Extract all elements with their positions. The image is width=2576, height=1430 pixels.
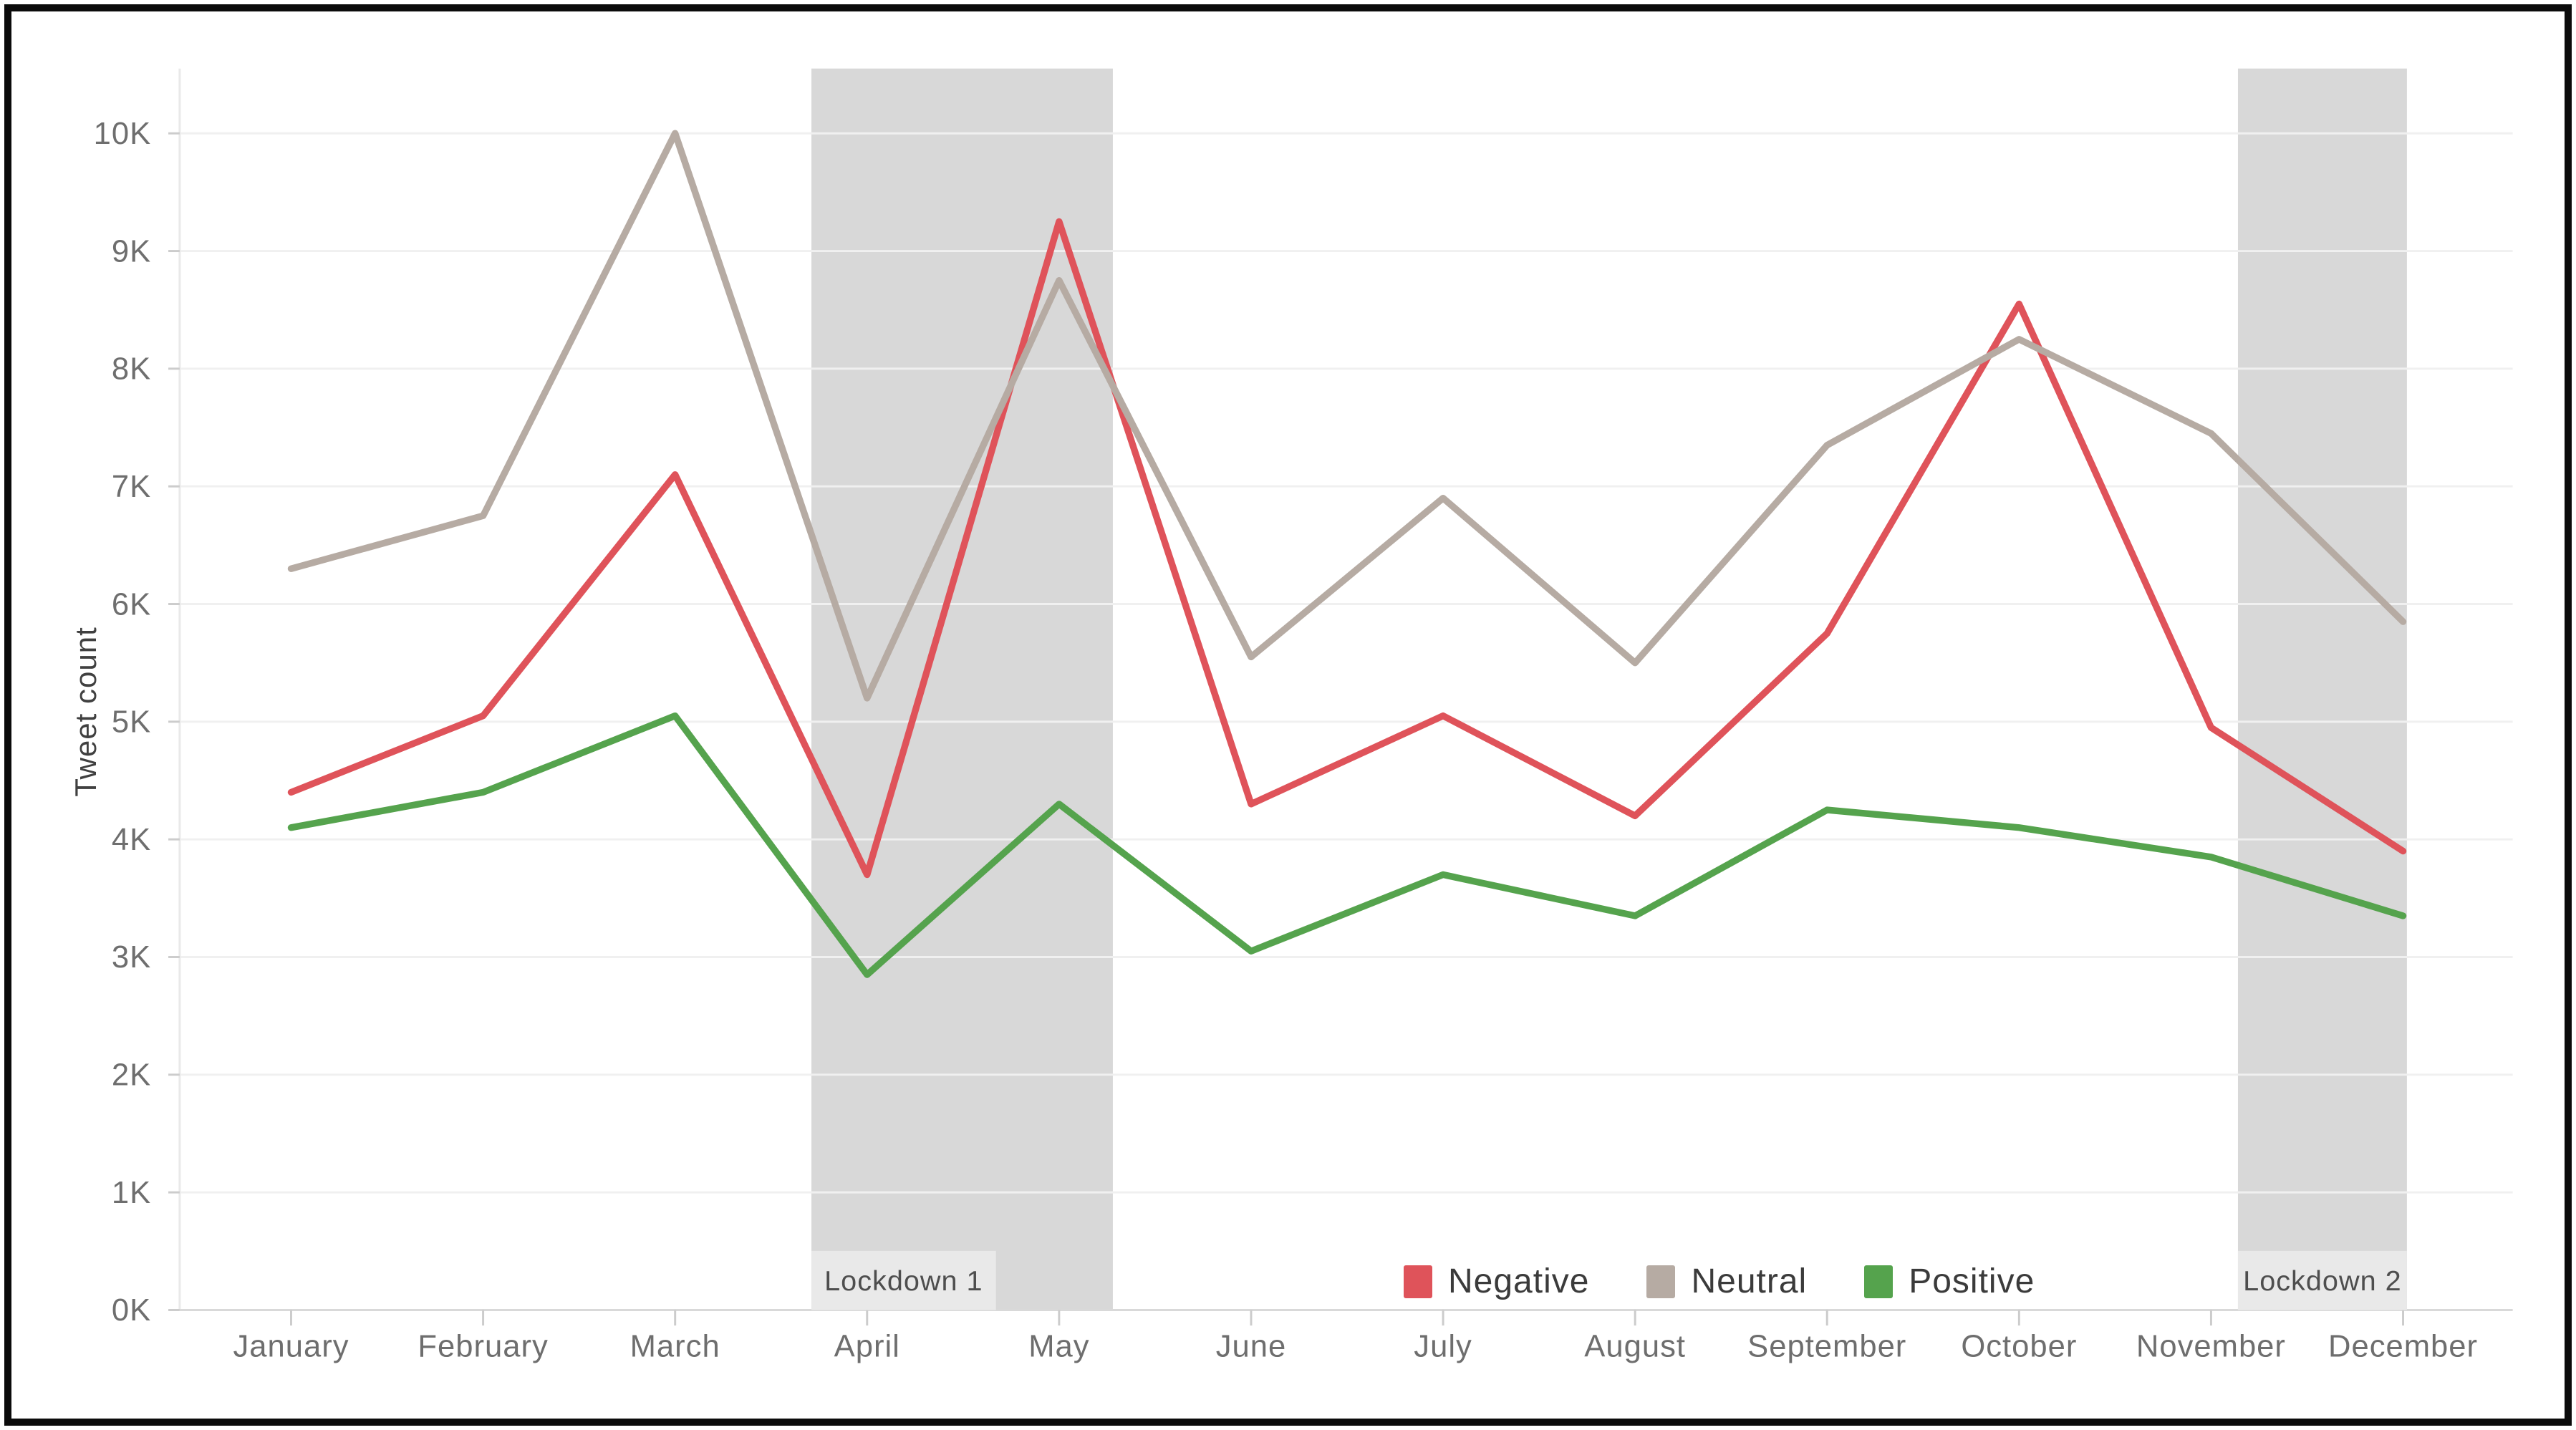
lockdown-label-chip <box>2237 1250 2407 1310</box>
legend-item-positive: Positive <box>1864 1262 2035 1301</box>
y-tick-label: 9K <box>112 234 151 269</box>
lockdown-band <box>2237 68 2407 1310</box>
x-tick-label-october: October <box>1961 1330 2077 1364</box>
x-tick-label-december: December <box>2328 1330 2478 1364</box>
series-line-neutral <box>287 130 2407 702</box>
y-tick-label: 8K <box>112 352 151 387</box>
figure-border-frame <box>4 4 2572 1426</box>
y-tick-label: 10K <box>94 117 152 151</box>
series-line-negative <box>287 218 2407 879</box>
x-tick-label-may: May <box>1028 1330 1089 1364</box>
x-tick-label-january: January <box>233 1330 349 1364</box>
x-tick-label-august: August <box>1584 1330 1686 1364</box>
x-tick-label-july: July <box>1414 1330 1472 1364</box>
legend-label: Positive <box>1909 1262 2035 1300</box>
legend-label: Negative <box>1448 1262 1590 1300</box>
x-tick-label-september: September <box>1747 1330 1906 1364</box>
legend-label: Neutral <box>1691 1262 1808 1300</box>
x-tick-label-november: November <box>2136 1330 2286 1364</box>
y-tick-label: 1K <box>112 1176 151 1210</box>
y-tick-label: 2K <box>112 1058 151 1093</box>
x-tick-label-april: April <box>834 1330 900 1364</box>
y-tick-label: 0K <box>112 1293 151 1328</box>
sentiment-line-chart: Lockdown 1 Lockdown 2 0K 1K 2K 3K 4K 5K 6K 7K 8K 9K… <box>94 68 2513 1364</box>
y-axis-title: Tweet count <box>69 627 102 797</box>
y-tick-label: 5K <box>112 705 151 740</box>
legend-item-neutral: Neutral <box>1646 1262 1807 1301</box>
lockdown-band-label: Lockdown 1 <box>824 1265 983 1297</box>
lockdown-band-label: Lockdown 2 <box>2243 1265 2401 1297</box>
y-tick-label: 4K <box>112 823 151 857</box>
y-tick-label: 6K <box>112 587 151 622</box>
legend-swatch-neutral <box>1646 1265 1676 1298</box>
x-tick-label-june: June <box>1216 1330 1287 1364</box>
series-line-positive <box>287 712 2407 978</box>
chart-legend: Negative Neutral Positive <box>1404 1262 2035 1301</box>
x-tick-label-march: March <box>630 1330 720 1364</box>
legend-swatch-positive <box>1864 1265 1894 1298</box>
legend-item-negative: Negative <box>1404 1262 1589 1301</box>
x-tick-label-february: February <box>418 1330 548 1364</box>
y-tick-label: 3K <box>112 940 151 975</box>
sentiment-line-chart-figure: Lockdown 1 Lockdown 2 0K 1K 2K 3K 4K 5K 6K 7K 8K 9K… <box>11 11 2565 1419</box>
legend-swatch-negative <box>1404 1265 1432 1298</box>
lockdown-label-chip <box>811 1250 996 1310</box>
y-tick-label: 7K <box>112 470 151 504</box>
